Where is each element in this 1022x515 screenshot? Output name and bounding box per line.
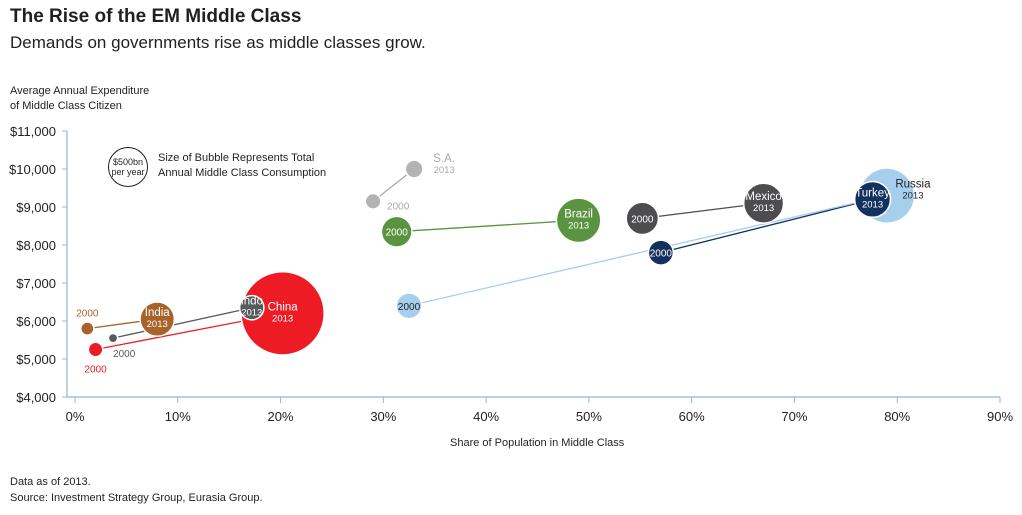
chart-title: The Rise of the EM Middle Class xyxy=(10,6,302,27)
y-tick-label: $8,000 xyxy=(16,238,56,253)
x-tick-label: 0% xyxy=(66,409,85,424)
label-turkey-2000: 2000 xyxy=(650,249,673,260)
bubble-china-2000 xyxy=(87,341,104,358)
y-tick-label: $10,000 xyxy=(9,162,56,177)
label-india-name: India xyxy=(145,307,171,319)
y-tick-label: $6,000 xyxy=(16,314,56,329)
label-indo-2000: 2000 xyxy=(113,349,136,360)
footnote: Data as of 2013. Source: Investment Stra… xyxy=(10,474,263,506)
legend-bubble-line1: $500bn xyxy=(112,157,144,167)
x-tick-label: 50% xyxy=(576,409,602,424)
y-axis-label-line1: Average Annual Expenditure xyxy=(10,85,150,97)
legend-text: Size of Bubble Represents Total Annual M… xyxy=(158,151,326,181)
bubble-brazil-2013 xyxy=(555,197,602,244)
y-tick-label: $9,000 xyxy=(16,200,56,215)
label-china-2013: 2013 xyxy=(272,313,293,324)
label-mexico-2000: 2000 xyxy=(631,214,654,225)
bubble-s-a-2000 xyxy=(364,192,382,210)
x-tick-label: 30% xyxy=(370,409,396,424)
legend-text-line2: Annual Middle Class Consumption xyxy=(158,167,327,179)
x-tick-label: 70% xyxy=(781,409,807,424)
chart-subtitle: Demands on governments rise as middle cl… xyxy=(10,33,426,52)
bubble-india-2000 xyxy=(80,321,95,336)
x-tick-label: 90% xyxy=(987,409,1013,424)
label-turkey-name: Turkey xyxy=(855,187,890,199)
bubble-mexico-2000 xyxy=(625,201,660,236)
label-russia-2000: 2000 xyxy=(398,302,421,313)
label-russia-2013: 2013 xyxy=(902,191,923,202)
bubble-mexico-2013 xyxy=(742,182,785,224)
label-mexico-name: Mexico xyxy=(745,191,781,203)
label-s-a-name: S.A. xyxy=(433,153,455,165)
label-brazil-2000: 2000 xyxy=(386,228,409,239)
label-mexico-2013: 2013 xyxy=(753,203,774,214)
bubble-indo-2013 xyxy=(238,294,265,321)
label-indo-2013: 2013 xyxy=(241,308,262,319)
bubble-turkey-2013 xyxy=(853,180,892,219)
label-china-name: China xyxy=(268,301,299,313)
legend-bubble: $500bn per year xyxy=(108,147,148,187)
label-india-2000: 2000 xyxy=(76,309,99,320)
bubble-russia-2000 xyxy=(395,292,423,320)
label-brazil-2013: 2013 xyxy=(568,220,589,231)
x-tick-label: 40% xyxy=(473,409,499,424)
y-tick-label: $4,000 xyxy=(16,390,56,405)
x-tick-label: 10% xyxy=(165,409,191,424)
y-axis-label-line2: of Middle Class Citizen xyxy=(10,100,122,112)
bubble-brazil-2000 xyxy=(380,215,413,248)
legend-bubble-line2: per year xyxy=(111,167,145,177)
bubble-india-2013 xyxy=(139,301,176,337)
y-tick-label: $11,000 xyxy=(10,124,56,139)
bubble-s-a-2013 xyxy=(404,159,424,179)
legend-text-line1: Size of Bubble Represents Total xyxy=(158,152,315,164)
x-tick-label: 60% xyxy=(679,409,705,424)
label-s-a-2013: 2013 xyxy=(434,165,455,176)
connector-indo xyxy=(112,307,252,339)
x-axis-label: Share of Population in Middle Class xyxy=(450,437,625,449)
label-china-2000: 2000 xyxy=(84,365,107,376)
y-tick-label: $5,000 xyxy=(16,352,56,367)
bubble-turkey-2000 xyxy=(647,239,675,266)
bubble-indo-2000 xyxy=(107,332,119,344)
footnote-source: Source: Investment Strategy Group, Euras… xyxy=(10,492,263,504)
x-tick-label: 80% xyxy=(884,409,910,424)
label-turkey-2013: 2013 xyxy=(862,199,883,210)
label-indo-name: Indo xyxy=(241,296,263,308)
connector-turkey xyxy=(660,198,873,254)
y-tick-label: $7,000 xyxy=(16,276,56,291)
connector-brazil xyxy=(396,219,579,233)
footnote-date: Data as of 2013. xyxy=(10,476,91,488)
label-s-a-2000: 2000 xyxy=(387,201,410,212)
label-brazil-name: Brazil xyxy=(564,208,593,220)
label-russia-name: Russia xyxy=(895,179,931,191)
y-axis-label: Average Annual Expenditure of Middle Cla… xyxy=(10,84,200,114)
x-tick-label: 20% xyxy=(268,409,294,424)
label-india-2013: 2013 xyxy=(147,319,168,330)
